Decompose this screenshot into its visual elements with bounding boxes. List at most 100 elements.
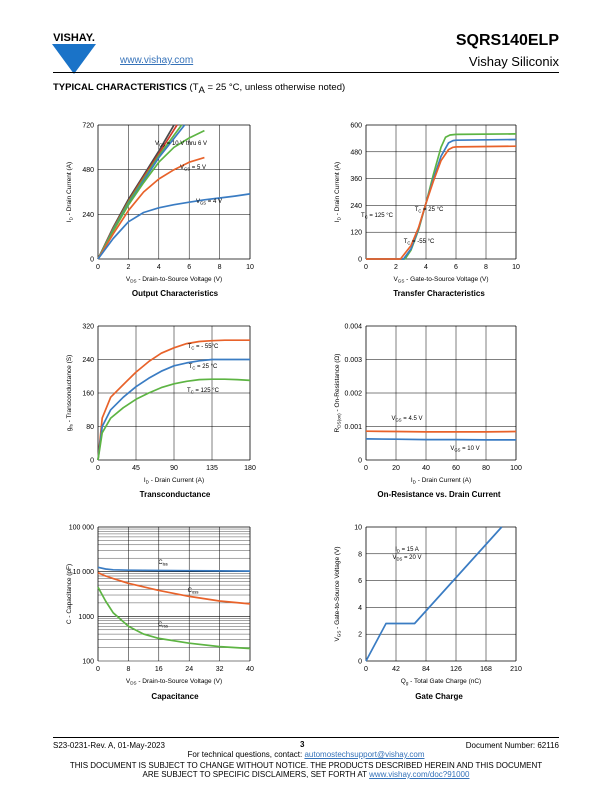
section-heading: TYPICAL CHARACTERISTICS (TA = 25 °C, unl…: [53, 82, 345, 96]
y-tick-label: 0.003: [344, 357, 362, 364]
chart-capacitance: 0 8 16 24 32 40 100 1000 10 000 100 000 VDS​ - Dra…: [66, 525, 254, 686]
chart-transfer-characteristics: 0 2 4 6 8 10 0 120 240 360 480 600 VGS​ - Gate-to-So…: [334, 123, 520, 284]
series-line-2: [97, 586, 251, 650]
y-tick-label: 240: [350, 203, 362, 210]
page-number: 3: [300, 740, 305, 749]
y-tick-label: 10 000: [73, 569, 95, 576]
y-tick-label: 4: [358, 605, 362, 612]
x-tick-label: 40: [422, 465, 430, 472]
x-axis-label: Qg​ - Total Gate Charge (nC): [401, 678, 481, 686]
footer-divider: [53, 737, 559, 738]
y-tick-label: 360: [350, 176, 362, 183]
y-tick-label: 80: [86, 424, 94, 431]
document-revision: S23-0231-Rev. A, 01-May-2023: [53, 741, 165, 750]
annotation-label: Coss​: [188, 588, 199, 595]
y-tick-label: 8: [358, 551, 362, 558]
y-tick-label: 0: [90, 257, 94, 264]
x-tick-label: 168: [480, 666, 492, 673]
x-axis-label: ID​ - Drain Current (A): [144, 477, 204, 485]
y-tick-label: 480: [82, 167, 94, 174]
y-tick-label: 320: [82, 324, 94, 331]
x-tick-label: 0: [96, 666, 100, 673]
disclaimer-line-1: THIS DOCUMENT IS SUBJECT TO CHANGE WITHO…: [69, 761, 543, 770]
technical-contact: For technical questions, contact: automo…: [187, 750, 425, 759]
y-tick-label: 6: [358, 578, 362, 585]
y-tick-label: 0: [90, 458, 94, 465]
x-axis-label: VDS​ - Drain-to-Source Voltage (V): [126, 678, 222, 686]
series-line-0: [97, 566, 251, 572]
brand-text: VISHAY.: [53, 32, 95, 44]
annotation-label: TC​ = 125 °C: [187, 388, 220, 395]
x-tick-label: 210: [510, 666, 522, 673]
series-line-2: [366, 145, 517, 260]
annotation-label: TC​ = - 55°C: [188, 344, 219, 351]
y-tick-label: 720: [82, 123, 94, 130]
header-divider: [53, 72, 559, 73]
series-line-6: [97, 193, 251, 260]
x-tick-label: 100: [510, 465, 522, 472]
y-tick-label: 120: [350, 230, 362, 237]
annotation-label: VGS​ = 4.5 V: [392, 416, 423, 423]
y-tick-label: 480: [350, 149, 362, 156]
disclaimer-link[interactable]: www.vishay.com/doc?91000: [369, 770, 470, 779]
series-line-2: [97, 378, 251, 461]
y-tick-label: 240: [82, 212, 94, 219]
annotation-label: TC​ = 125 °C: [361, 213, 394, 220]
website-link[interactable]: www.vishay.com: [120, 55, 194, 66]
series-line-0: [97, 339, 250, 461]
y-tick-label: 2: [358, 632, 362, 639]
disclaimer-line-2: ARE SUBJECT TO SPECIFIC DISCLAIMERS, SET…: [142, 770, 470, 779]
series-line-0: [365, 430, 517, 433]
caption-transconductance: Transconductance: [139, 490, 211, 499]
annotation-label: VDS​ = 20 V: [392, 555, 421, 562]
company-name: Vishay Siliconix: [468, 54, 559, 69]
caption-gate-charge: Gate Charge: [415, 692, 463, 701]
section-title: TYPICAL CHARACTERISTICS: [53, 82, 187, 93]
annotation-label: VGS​ = 4 V: [196, 199, 222, 206]
x-tick-label: 8: [218, 264, 222, 271]
caption-transfer-characteristics: Transfer Characteristics: [393, 289, 485, 298]
x-tick-label: 32: [216, 666, 224, 673]
x-tick-label: 4: [424, 264, 428, 271]
support-email-link[interactable]: automostechsupport@vishay.com: [304, 750, 425, 759]
chart-output-characteristics: 0 2 4 6 8 10 0 240 480 720 VDS​ - Drain-to-Source …: [66, 123, 254, 284]
y-tick-label: 0: [358, 458, 362, 465]
y-tick-label: 0: [358, 257, 362, 264]
x-tick-label: 4: [157, 264, 161, 271]
y-axis-label: VGS​ - Gate-to-Source Voltage (V): [334, 546, 342, 641]
x-tick-label: 2: [394, 264, 398, 271]
x-tick-label: 8: [126, 666, 130, 673]
annotation-label: VGS​ = 10 V thru 6 V: [155, 141, 207, 148]
y-tick-label: 100 000: [69, 525, 94, 532]
series-line-5: [97, 156, 205, 260]
y-tick-label: 0: [358, 659, 362, 666]
y-tick-label: 240: [82, 357, 94, 364]
caption-output-characteristics: Output Characteristics: [131, 289, 219, 298]
x-tick-label: 90: [170, 465, 178, 472]
y-tick-label: 0.004: [344, 324, 362, 331]
x-tick-label: 45: [132, 465, 140, 472]
x-tick-label: 2: [126, 264, 130, 271]
series-line-1: [97, 358, 250, 461]
series-line-0: [366, 133, 517, 260]
y-tick-label: 0.001: [344, 424, 362, 431]
y-tick-label: 160: [82, 391, 94, 398]
annotation-label: VGS​ = 10 V: [450, 446, 479, 453]
x-tick-label: 0: [364, 264, 368, 271]
caption-on-resistance: On-Resistance vs. Drain Current: [377, 490, 501, 499]
part-number: SQRS140ELP: [455, 32, 559, 49]
annotation-label: Crss​: [158, 622, 168, 629]
y-axis-label: RDS(on)​ - On-Resistance (Ω): [334, 354, 342, 433]
x-tick-label: 0: [96, 264, 100, 271]
x-tick-label: 40: [246, 666, 254, 673]
x-tick-label: 180: [244, 465, 256, 472]
series-line-1: [97, 571, 251, 605]
x-tick-label: 24: [185, 666, 193, 673]
x-tick-label: 80: [482, 465, 490, 472]
chart-on-resistance: 0 20 40 60 80 100 0 0.001 0.002 0.003 0.004 ID​ - D…: [334, 324, 522, 485]
y-axis-label: ID​ - Drain Current (A): [66, 162, 74, 222]
series-line-1: [365, 438, 516, 441]
annotation-label: TC​ = 25 °C: [415, 207, 444, 214]
annotation-label: VGS​ = 5 V: [180, 165, 206, 172]
y-tick-label: 1000: [78, 614, 94, 621]
